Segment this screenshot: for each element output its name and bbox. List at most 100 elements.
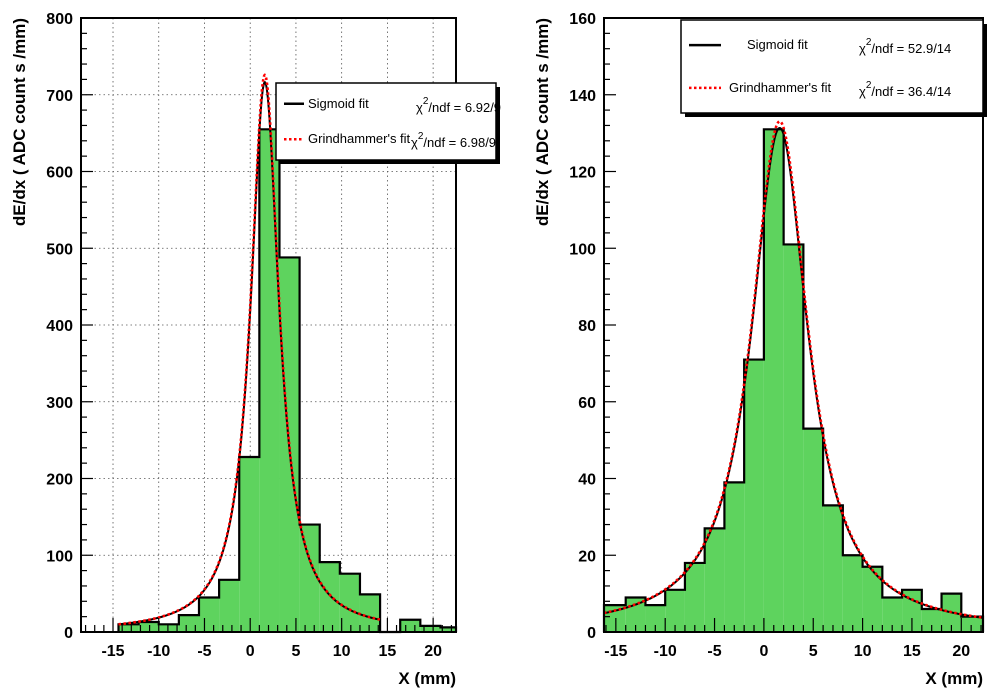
y-tick-label: 200 (46, 472, 73, 489)
left-legend-sigmoid-chi2: χ2/ndf = 6.92/9 (416, 96, 501, 115)
left-y-axis-title: dE/dx ( ADC count s /mm) (10, 18, 29, 226)
y-tick-label: 100 (569, 241, 596, 258)
histogram-bar (724, 482, 745, 632)
right-legend-box (680, 19, 984, 114)
histogram-outline (117, 128, 458, 634)
histogram-bar (198, 597, 220, 632)
x-tick-label: -15 (101, 643, 124, 660)
histogram-bar (178, 615, 199, 632)
histogram-bar (823, 505, 843, 632)
x-tick-label: 15 (379, 643, 397, 660)
histogram-bar (359, 594, 381, 632)
histogram-bar (961, 616, 983, 632)
x-tick-label: 20 (424, 643, 442, 660)
x-tick-label: 10 (333, 643, 351, 660)
x-tick-label: -5 (707, 643, 721, 660)
histogram-bar (239, 457, 260, 632)
x-tick-label: 15 (903, 643, 921, 660)
y-tick-label: 140 (569, 88, 596, 105)
y-tick-label: 20 (578, 548, 596, 565)
y-tick-label: 600 (46, 165, 73, 182)
histogram-bar (299, 524, 320, 632)
right-histogram (602, 128, 985, 632)
histogram-bar (882, 597, 903, 632)
y-tick-label: 0 (587, 625, 596, 642)
y-tick-label: 160 (569, 11, 596, 28)
right-legend: Sigmoid fit χ2/ndf = 52.9/14 Grindhammer… (680, 19, 987, 117)
histogram-outline (602, 128, 985, 632)
chi-symbol: χ (411, 135, 418, 150)
chi-symbol: χ (859, 84, 866, 99)
histogram-bar (921, 608, 942, 632)
chi-superscript: 2 (418, 131, 424, 142)
histogram-bar (158, 624, 179, 632)
left-legend-grindhammer-chi2: χ2/ndf = 6.98/9 (411, 131, 496, 150)
y-tick-label: 120 (569, 165, 596, 182)
histogram-bar (319, 562, 340, 632)
histogram-bar (118, 624, 139, 632)
left-x-axis-title: X (mm) (398, 669, 456, 688)
y-tick-label: 500 (46, 241, 73, 258)
right-axis-ticks: 0 20 40 60 80 100 120 140 160 -15 -10 -5 0 5 10 15 20 (569, 11, 982, 660)
right-fit-curves (603, 120, 984, 619)
right-chart: 0 20 40 60 80 100 120 140 160 -15 -10 -5 0 5 10 15 20 X … (533, 11, 987, 688)
chi2-value: /ndf = 52.9/14 (871, 41, 951, 56)
histogram-bar (842, 555, 863, 632)
y-tick-label: 700 (46, 88, 73, 105)
chi-symbol: χ (416, 100, 423, 115)
chi-symbol: χ (859, 41, 866, 56)
histogram-bar (420, 625, 441, 632)
left-legend-sigmoid-label: Sigmoid fit (308, 96, 369, 111)
chi-superscript: 2 (866, 80, 872, 91)
chi2-value: /ndf = 6.92/9 (428, 100, 501, 115)
chi-superscript: 2 (866, 37, 872, 48)
histogram-bar (783, 244, 804, 632)
right-legend-grindhammer-chi2: χ2/ndf = 36.4/14 (859, 80, 951, 99)
y-tick-label: 0 (64, 625, 73, 642)
histogram-bar (339, 573, 360, 632)
histogram-bar (259, 129, 280, 632)
right-legend-sigmoid-label: Sigmoid fit (747, 37, 808, 52)
x-tick-label: 5 (809, 643, 818, 660)
chi2-value: /ndf = 6.98/9 (423, 135, 496, 150)
histogram-bar (862, 566, 883, 632)
x-tick-label: -10 (654, 643, 677, 660)
histogram-bar (665, 589, 685, 632)
x-tick-label: 5 (291, 643, 300, 660)
right-y-axis-title: dE/dx ( ADC count s /mm) (533, 18, 552, 226)
left-axis-ticks: 0 100 200 300 400 500 600 700 800 -15 -10 -5 0 5 10 15 2… (46, 11, 453, 660)
right-x-axis-title: X (mm) (925, 669, 983, 688)
histogram-bar (219, 579, 240, 632)
histogram-bar (400, 619, 421, 632)
histogram-bar (645, 605, 666, 632)
histogram-bar (744, 359, 764, 632)
right-legend-sigmoid-chi2: χ2/ndf = 52.9/14 (859, 37, 951, 56)
y-tick-label: 100 (46, 548, 73, 565)
chi-superscript: 2 (423, 96, 429, 107)
y-tick-label: 300 (46, 395, 73, 412)
x-tick-label: 0 (759, 643, 768, 660)
histogram-bar (684, 562, 705, 632)
right-legend-grindhammer-label: Grindhammer's fit (729, 80, 832, 95)
y-tick-label: 60 (578, 395, 596, 412)
left-chart: 0 100 200 300 400 500 600 700 800 -15 -10 -5 0 5 10 15 2… (10, 11, 501, 688)
left-fit-curves (118, 73, 381, 626)
y-tick-label: 40 (578, 472, 596, 489)
histogram-bar (440, 627, 456, 632)
x-tick-label: -5 (197, 643, 211, 660)
histogram-bar (803, 428, 824, 632)
grindhammer-fit-line (603, 120, 984, 619)
left-legend-box (275, 82, 497, 161)
x-tick-label: -15 (604, 643, 627, 660)
x-tick-label: 20 (952, 643, 970, 660)
y-tick-label: 80 (578, 318, 596, 335)
x-tick-label: 10 (854, 643, 872, 660)
left-legend-grindhammer-label: Grindhammer's fit (308, 131, 411, 146)
left-legend: Sigmoid fit χ2/ndf = 6.92/9 Grindhammer'… (275, 82, 501, 164)
x-tick-label: 0 (246, 643, 255, 660)
histogram-bar (763, 129, 784, 632)
chi2-value: /ndf = 36.4/14 (871, 84, 951, 99)
left-histogram (117, 128, 458, 634)
y-tick-label: 400 (46, 318, 73, 335)
